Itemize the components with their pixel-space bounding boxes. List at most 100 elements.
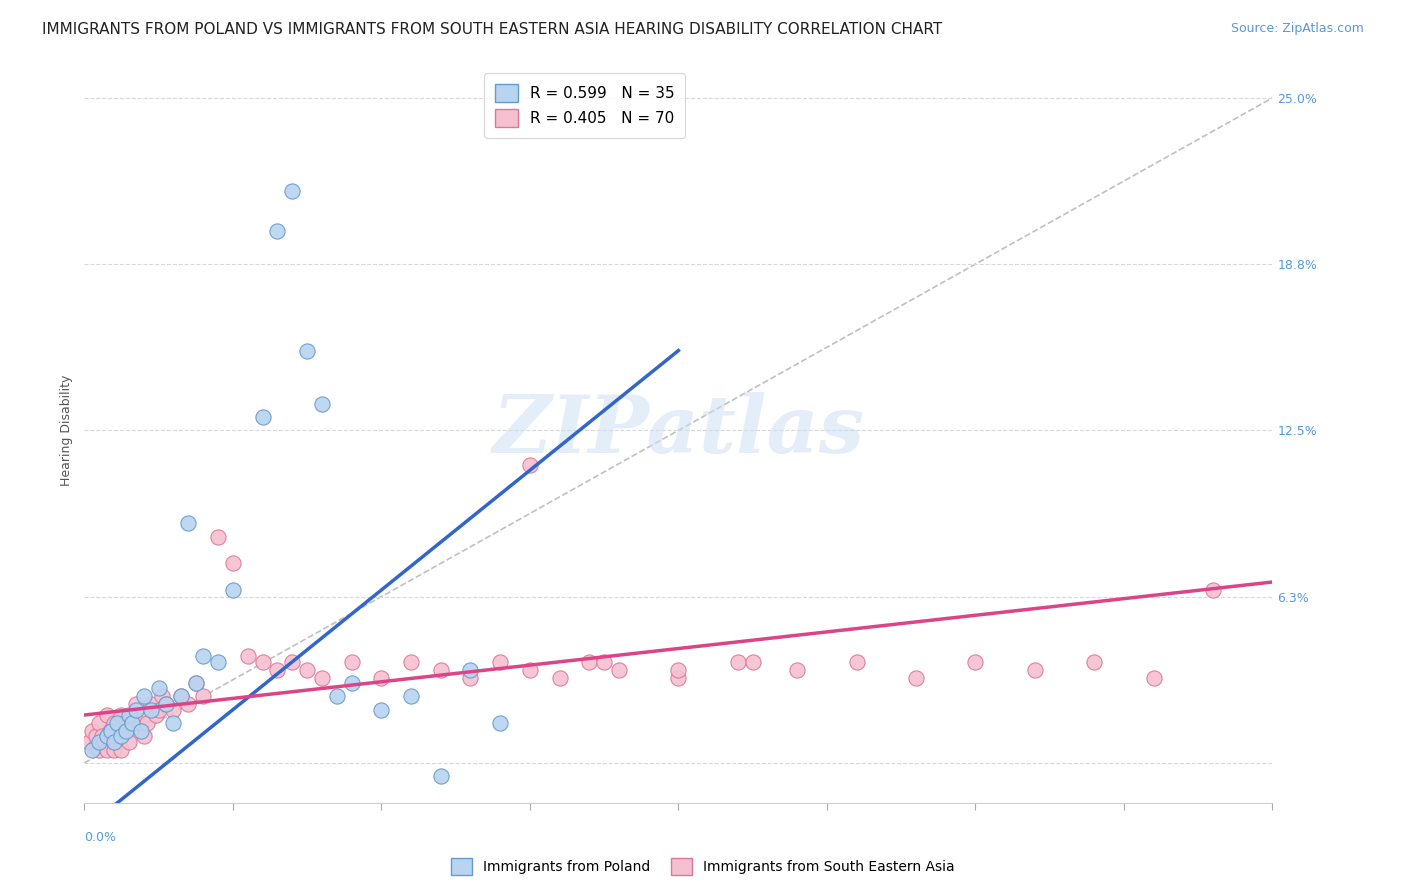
Point <box>125 703 148 717</box>
Point <box>741 655 763 669</box>
Point <box>83 739 105 754</box>
Point <box>281 184 304 198</box>
Point <box>103 716 125 731</box>
Point <box>1142 671 1164 685</box>
Point <box>430 769 453 783</box>
Point <box>145 708 167 723</box>
Point <box>460 671 482 685</box>
Point <box>93 734 115 748</box>
Text: 0.0%: 0.0% <box>84 831 117 844</box>
Point <box>77 734 100 748</box>
Point <box>489 655 512 669</box>
Point <box>96 708 118 723</box>
Point <box>430 663 453 677</box>
Point <box>100 729 122 743</box>
Point <box>105 716 128 731</box>
Point <box>141 698 163 712</box>
Point <box>184 676 207 690</box>
Point <box>91 729 114 743</box>
Point <box>177 698 200 712</box>
Text: Source: ZipAtlas.com: Source: ZipAtlas.com <box>1230 22 1364 36</box>
Point <box>222 557 245 571</box>
Point <box>295 663 318 677</box>
Point <box>89 742 111 756</box>
Point <box>548 671 571 685</box>
Point <box>125 698 148 712</box>
Point <box>80 723 103 738</box>
Point <box>207 530 229 544</box>
Point <box>326 690 349 704</box>
Point <box>118 734 141 748</box>
Point <box>125 716 148 731</box>
Point <box>105 729 128 743</box>
Legend: R = 0.599   N = 35, R = 0.405   N = 70: R = 0.599 N = 35, R = 0.405 N = 70 <box>484 73 685 138</box>
Point <box>129 723 152 738</box>
Point <box>132 729 155 743</box>
Point <box>191 649 215 664</box>
Point <box>129 716 152 731</box>
Point <box>252 410 274 425</box>
Point <box>399 655 422 669</box>
Point <box>96 729 118 743</box>
Point <box>578 655 600 669</box>
Point <box>281 655 304 669</box>
Point <box>252 655 274 669</box>
Point <box>155 698 177 712</box>
Point <box>340 676 363 690</box>
Point <box>84 729 107 743</box>
Point <box>311 671 333 685</box>
Point <box>170 690 193 704</box>
Point <box>96 742 118 756</box>
Point <box>114 723 136 738</box>
Point <box>155 698 177 712</box>
Legend: Immigrants from Poland, Immigrants from South Eastern Asia: Immigrants from Poland, Immigrants from … <box>446 853 960 880</box>
Point <box>170 690 193 704</box>
Point <box>266 224 288 238</box>
Point <box>727 655 749 669</box>
Point <box>905 671 928 685</box>
Point <box>103 742 125 756</box>
Point <box>148 703 170 717</box>
Point <box>295 343 318 358</box>
Point <box>460 663 482 677</box>
Point <box>668 663 690 677</box>
Point <box>399 690 422 704</box>
Point <box>489 716 512 731</box>
Point <box>150 690 173 704</box>
Point <box>98 723 121 738</box>
Point <box>1024 663 1046 677</box>
Point <box>162 703 184 717</box>
Y-axis label: Hearing Disability: Hearing Disability <box>60 375 73 486</box>
Point <box>132 690 155 704</box>
Point <box>191 690 215 704</box>
Point <box>162 716 184 731</box>
Point <box>519 663 541 677</box>
Point <box>607 663 630 677</box>
Point <box>184 676 207 690</box>
Point <box>340 655 363 669</box>
Point <box>370 671 392 685</box>
Point <box>80 742 103 756</box>
Point <box>118 716 141 731</box>
Point <box>786 663 808 677</box>
Point <box>115 716 138 731</box>
Point <box>118 708 141 723</box>
Point <box>89 734 111 748</box>
Point <box>593 655 616 669</box>
Point <box>121 708 143 723</box>
Point <box>222 582 245 597</box>
Point <box>177 516 200 531</box>
Text: IMMIGRANTS FROM POLAND VS IMMIGRANTS FROM SOUTH EASTERN ASIA HEARING DISABILITY : IMMIGRANTS FROM POLAND VS IMMIGRANTS FRO… <box>42 22 942 37</box>
Point <box>89 716 111 731</box>
Point <box>115 723 138 738</box>
Point <box>236 649 259 664</box>
Point <box>519 458 541 472</box>
Point <box>266 663 288 677</box>
Point <box>1083 655 1105 669</box>
Point <box>100 723 122 738</box>
Text: ZIPatlas: ZIPatlas <box>492 392 865 469</box>
Point <box>1202 582 1225 597</box>
Point <box>132 708 155 723</box>
Point <box>135 716 157 731</box>
Point <box>110 708 132 723</box>
